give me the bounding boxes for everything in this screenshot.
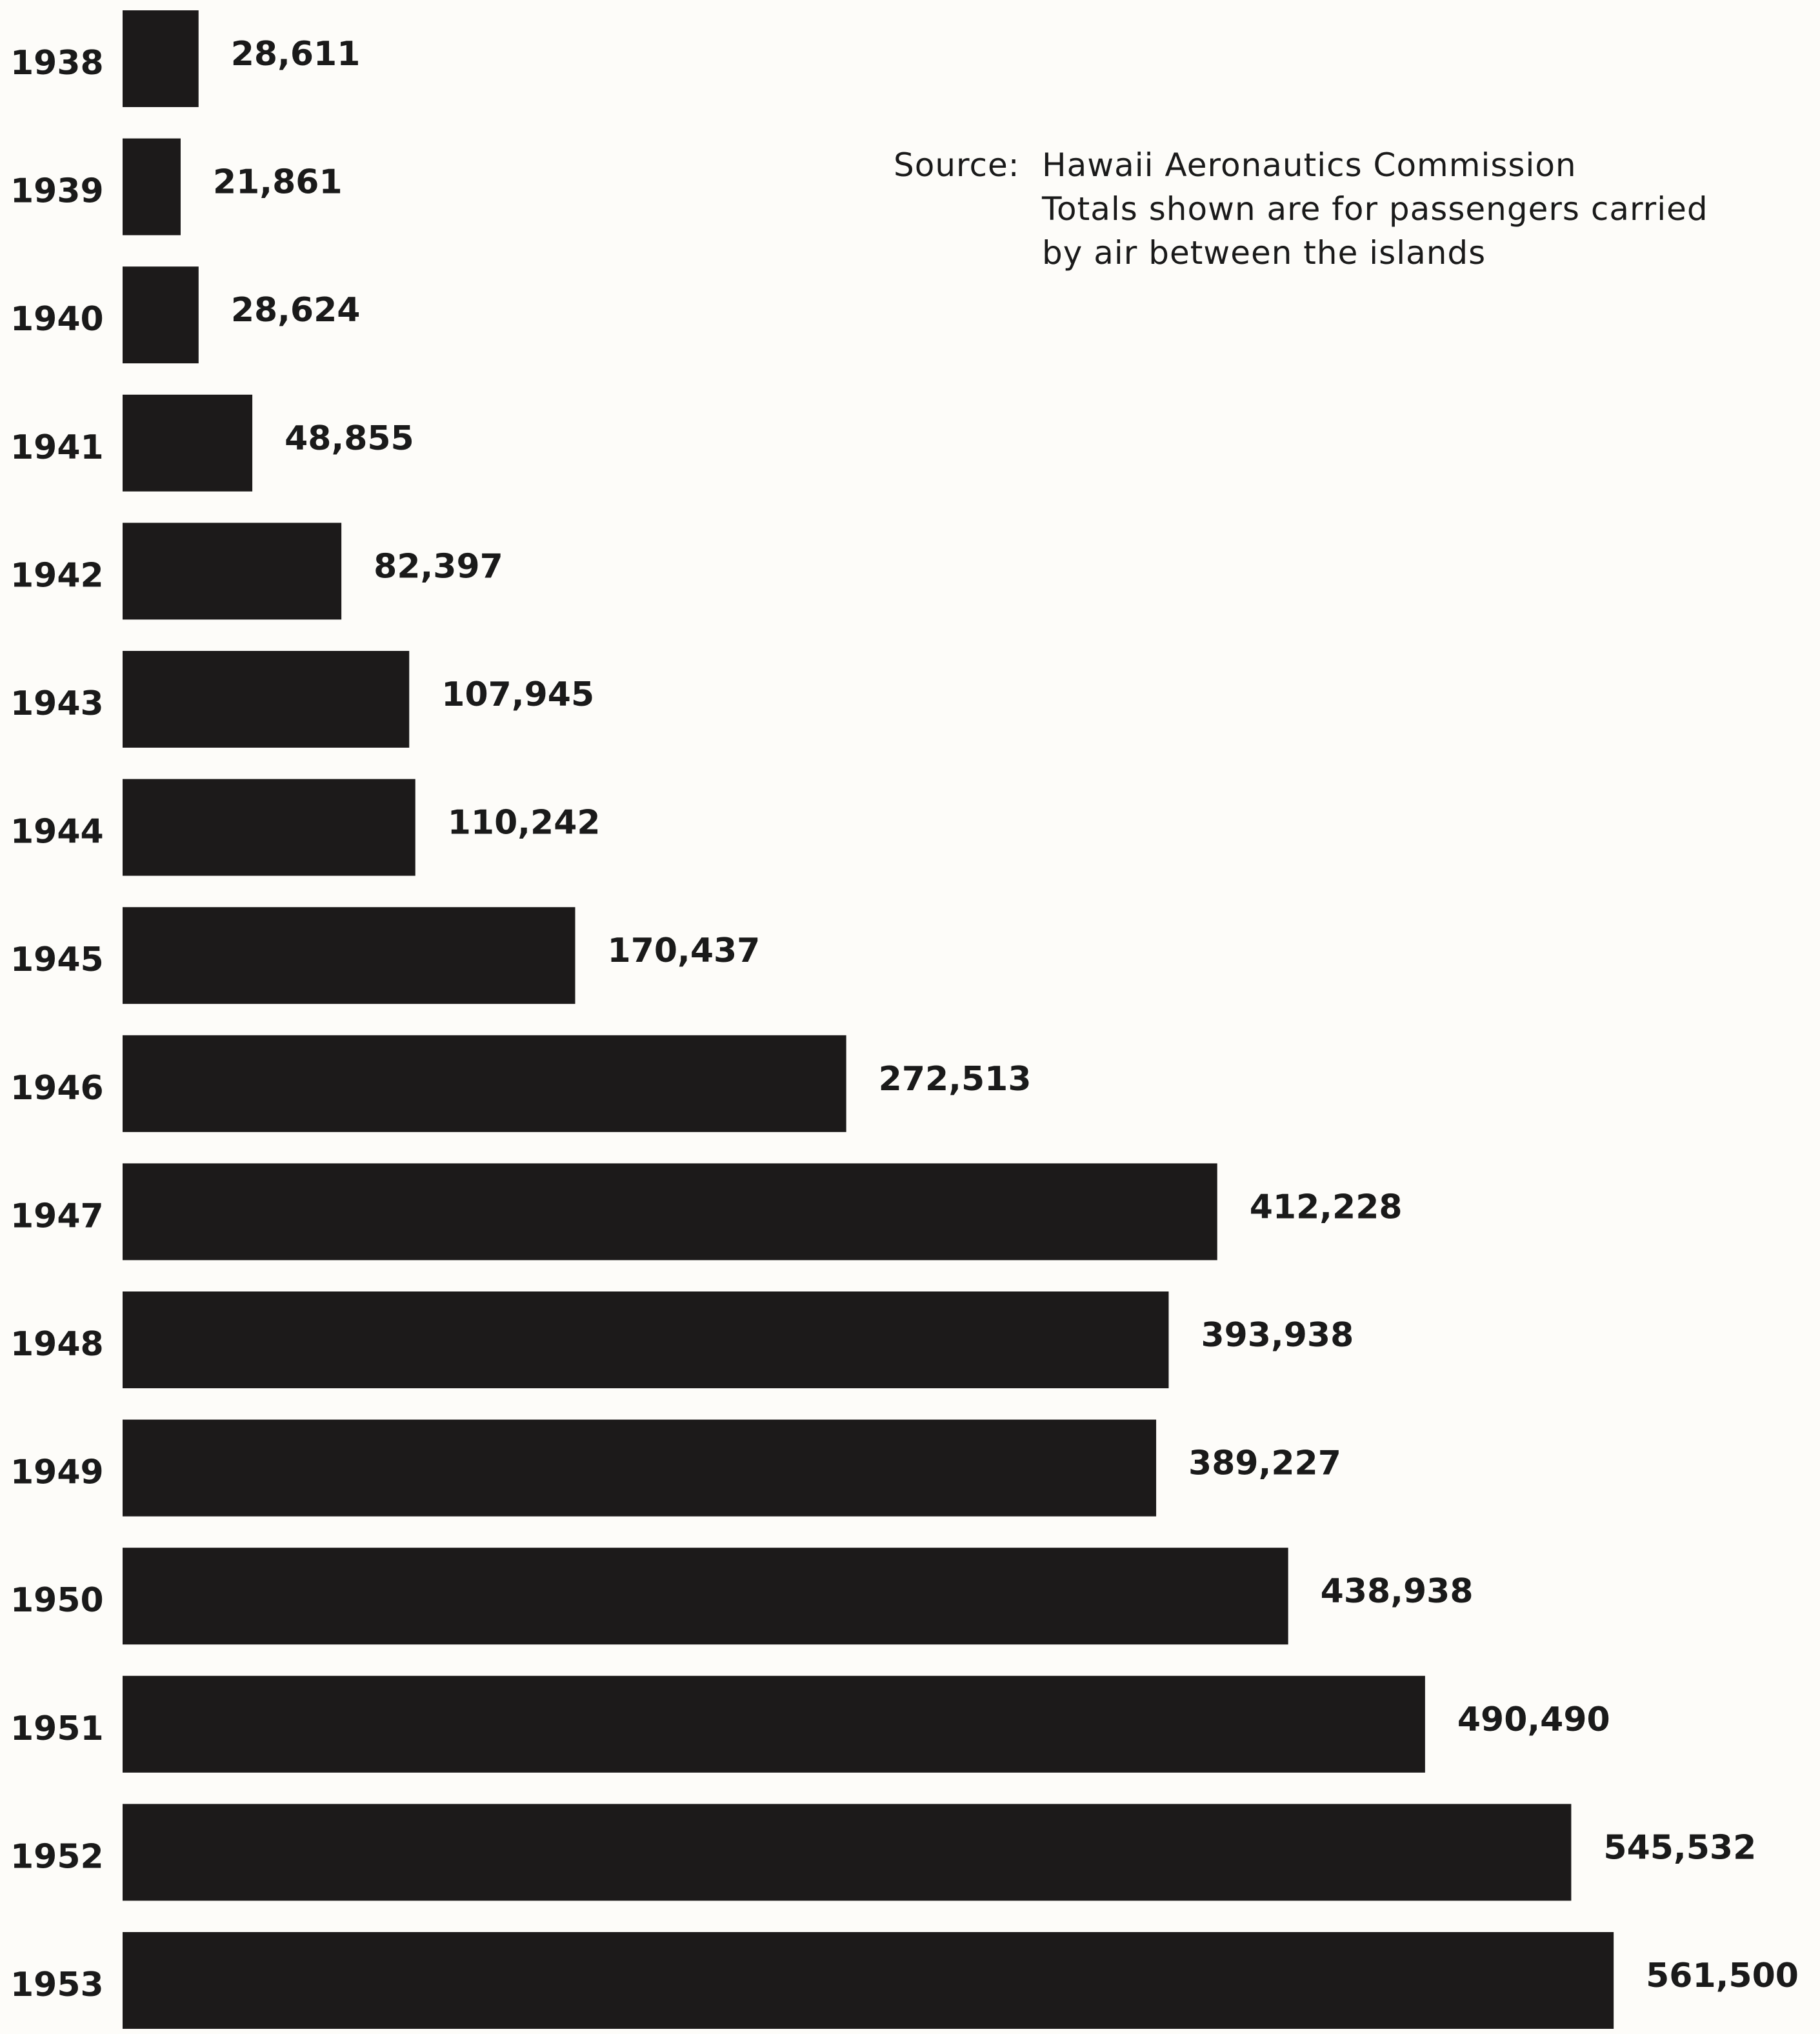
value-label-1950: 438,938 [1321, 1572, 1474, 1611]
value-label-1943: 107,945 [441, 675, 594, 714]
year-label-1947: 1947 [10, 1197, 104, 1235]
bar-1952 [123, 1804, 1572, 1901]
value-label-1939: 21,861 [213, 163, 343, 202]
source-name: Hawaii Aeronautics Commission [1042, 146, 1577, 184]
bar-1948 [123, 1291, 1169, 1388]
year-label-1939: 1939 [10, 172, 104, 211]
value-label-1938: 28,611 [231, 35, 361, 74]
bar-1938 [123, 10, 199, 107]
bar-1953 [123, 1932, 1614, 2029]
bar-1947 [123, 1163, 1217, 1261]
year-label-1946: 1946 [10, 1069, 104, 1108]
year-label-1949: 1949 [10, 1453, 104, 1492]
bar-1944 [123, 779, 415, 876]
source-line-1: Source: Hawaii Aeronautics Commission [894, 143, 1708, 187]
value-label-1940: 28,624 [231, 291, 361, 330]
value-label-1941: 48,855 [285, 419, 414, 458]
value-label-1951: 490,490 [1457, 1700, 1610, 1739]
year-label-1951: 1951 [10, 1710, 104, 1748]
value-label-1942: 82,397 [374, 547, 503, 586]
bar-1945 [123, 907, 575, 1004]
source-note: Source: Hawaii Aeronautics Commission Tot… [894, 143, 1708, 275]
year-label-1938: 1938 [10, 44, 104, 83]
bar-1939 [123, 138, 181, 235]
year-label-1945: 1945 [10, 941, 104, 979]
year-label-1952: 1952 [10, 1837, 104, 1876]
source-prefix: Source: [894, 146, 1020, 184]
value-label-1953: 561,500 [1646, 1957, 1799, 1995]
value-label-1952: 545,532 [1603, 1828, 1756, 1867]
year-label-1940: 1940 [10, 300, 104, 339]
source-line-3: by air between the islands [1042, 234, 1486, 272]
year-label-1948: 1948 [10, 1325, 104, 1364]
value-label-1947: 412,228 [1250, 1188, 1403, 1226]
bar-1951 [123, 1675, 1425, 1773]
year-label-1944: 1944 [10, 813, 104, 852]
bar-1941 [123, 394, 253, 492]
bar-1949 [123, 1419, 1157, 1517]
bar-1950 [123, 1548, 1288, 1645]
value-label-1949: 389,227 [1188, 1444, 1341, 1483]
year-label-1950: 1950 [10, 1581, 104, 1620]
value-label-1944: 110,242 [448, 804, 601, 843]
bar-1940 [123, 266, 199, 364]
bar-1943 [123, 651, 410, 748]
value-label-1946: 272,513 [879, 1060, 1032, 1099]
bar-1942 [123, 523, 342, 620]
source-line-2: Totals shown are for passengers carried [1042, 190, 1708, 228]
value-label-1948: 393,938 [1201, 1316, 1354, 1355]
year-label-1943: 1943 [10, 684, 104, 723]
year-label-1953: 1953 [10, 1966, 104, 2004]
bar-1946 [123, 1035, 846, 1132]
year-label-1942: 1942 [10, 556, 104, 595]
year-label-1941: 1941 [10, 428, 104, 467]
value-label-1945: 170,437 [608, 932, 761, 970]
